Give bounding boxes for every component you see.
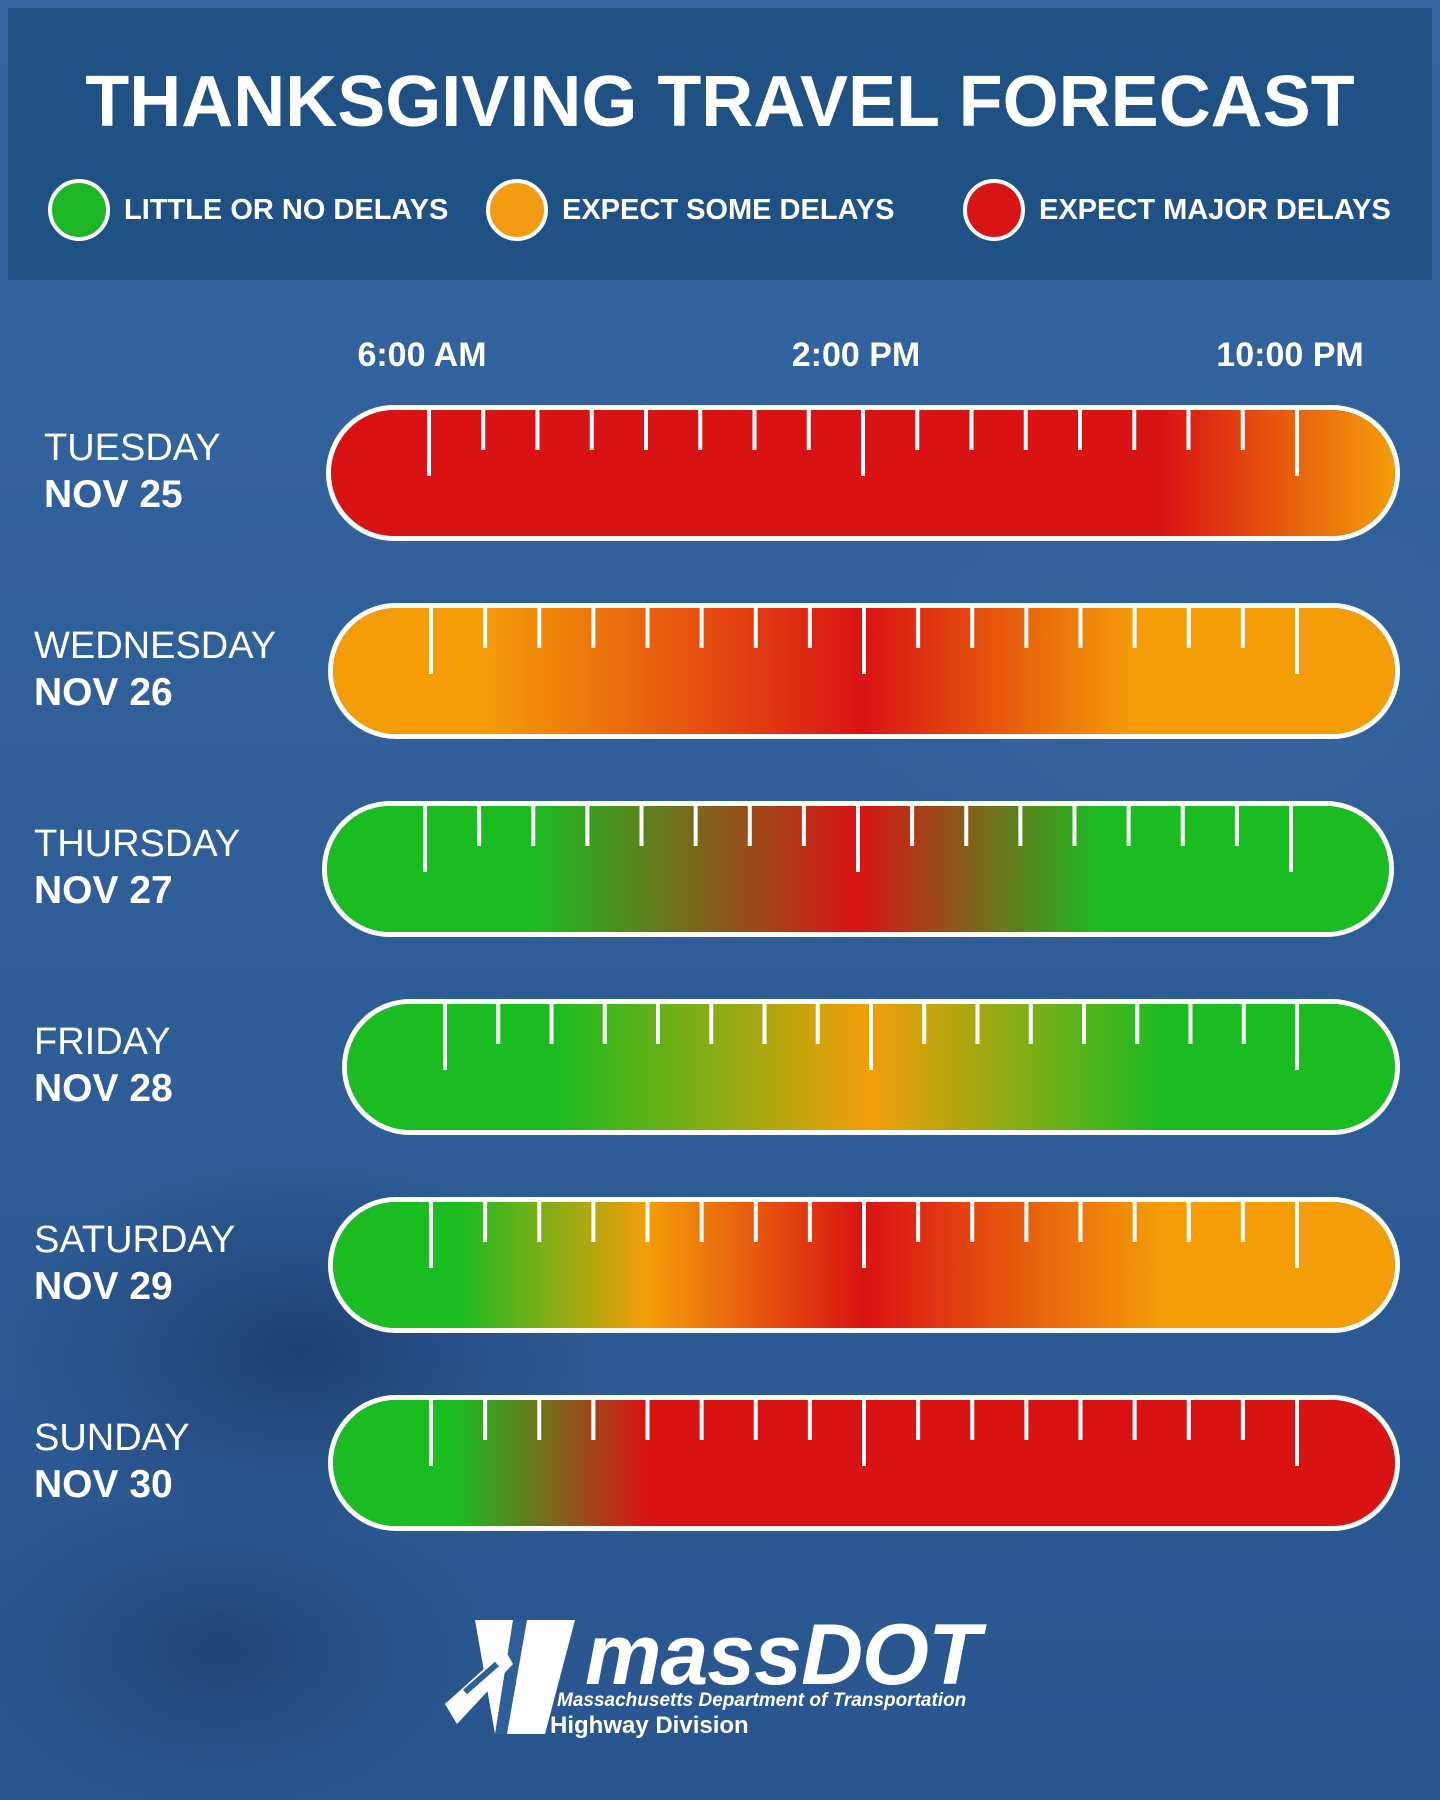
forecast-bar-saturday [328,1197,1400,1333]
legend-item-major-delays: EXPECT MAJOR DELAYS [963,176,1391,244]
massdot-logo: massDOT Massachusetts Department of Tran… [435,1607,995,1747]
day-name: SUNDAY [34,1417,190,1459]
forecast-bar-wednesday [328,603,1400,739]
legend-item-some-delays: EXPECT SOME DELAYS [486,176,895,244]
massdot-road-icon [445,1620,575,1734]
logo-division: Highway Division [550,1712,749,1739]
logo-wordmark: massDOT [585,1607,980,1703]
forecast-bar-tuesday [326,405,1400,541]
day-name: SATURDAY [34,1219,236,1261]
legend-item-no-delays: LITTLE OR NO DELAYS [48,176,448,244]
day-label-tuesday: TUESDAY NOV 25 [44,426,221,518]
forecast-bar-friday [342,999,1400,1135]
day-date: NOV 29 [34,1264,173,1308]
forecast-bar-sunday [328,1395,1400,1531]
page-title: THANKSGIVING TRAVEL FORECAST [85,62,1355,142]
day-date: NOV 28 [34,1066,173,1110]
red-circle-icon [963,179,1025,241]
day-label-sunday: SUNDAY NOV 30 [34,1416,190,1508]
orange-circle-icon [486,179,548,241]
time-label-10pm: 10:00 PM [1216,336,1364,374]
forecast-bar-thursday [322,801,1394,937]
day-label-friday: FRIDAY NOV 28 [34,1020,173,1112]
day-name: FRIDAY [34,1021,171,1063]
time-label-6am: 6:00 AM [357,336,487,374]
legend-label-no-delays: LITTLE OR NO DELAYS [124,193,449,226]
day-date: NOV 27 [34,868,173,912]
time-label-2pm: 2:00 PM [791,336,921,374]
day-date: NOV 25 [44,472,183,516]
header-banner: THANKSGIVING TRAVEL FORECAST LITTLE OR N… [8,8,1432,280]
logo-subtitle: Massachusetts Department of Transportati… [557,1690,967,1711]
day-label-thursday: THURSDAY NOV 27 [34,822,240,914]
day-date: NOV 26 [34,670,173,714]
day-name: TUESDAY [44,427,221,469]
day-label-wednesday: WEDNESDAY NOV 26 [34,624,276,716]
day-label-saturday: SATURDAY NOV 29 [34,1218,235,1310]
legend-label-major-delays: EXPECT MAJOR DELAYS [1039,193,1391,226]
day-date: NOV 30 [34,1462,173,1506]
day-name: WEDNESDAY [34,625,277,667]
legend-label-some-delays: EXPECT SOME DELAYS [562,193,895,226]
day-name: THURSDAY [34,823,241,865]
green-circle-icon [48,179,110,241]
